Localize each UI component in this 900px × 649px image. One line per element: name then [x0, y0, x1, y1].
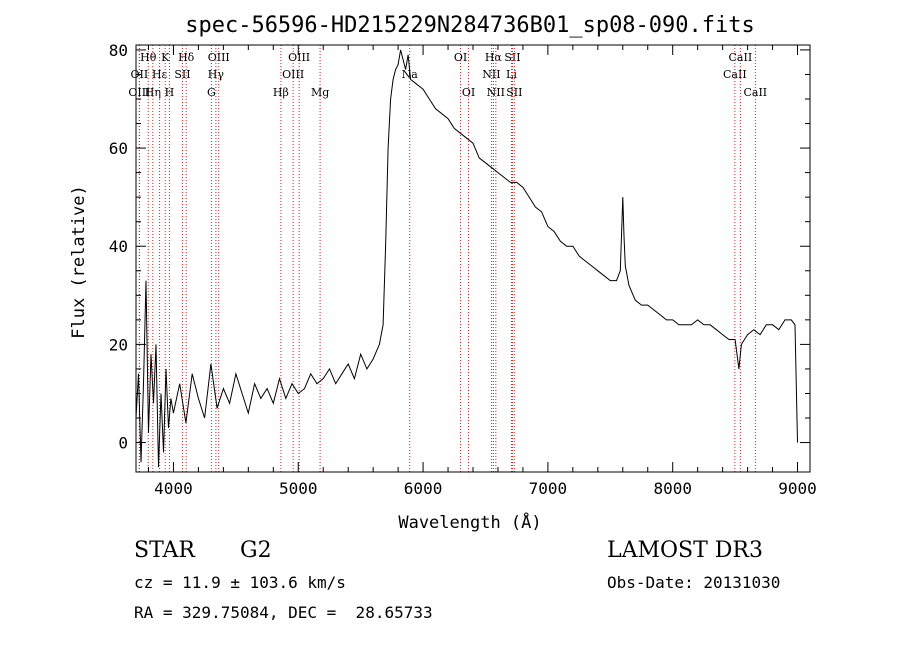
line-label: CaII [729, 51, 753, 64]
line-label: Hγ [208, 68, 225, 81]
line-label: NII [482, 68, 500, 81]
line-label: OIII [288, 51, 310, 64]
line-label: OI [454, 51, 467, 64]
y-axis-label: Flux (relative) [69, 185, 89, 339]
line-label: NII [487, 86, 505, 99]
line-label: OI [462, 86, 475, 99]
x-axis-label: Wavelength (Å) [398, 511, 541, 533]
line-label: Hδ [178, 51, 195, 64]
line-label: Li [506, 68, 517, 81]
plot-frame [135, 44, 811, 473]
y-tick-label: 60 [109, 139, 128, 158]
line-label: OIII [128, 86, 150, 99]
line-label: CaII [743, 86, 767, 99]
line-label: H [165, 86, 175, 99]
x-tick-label: 5000 [279, 479, 318, 498]
x-tick-label: 9000 [778, 479, 817, 498]
line-label: Hβ [273, 86, 289, 99]
observation-date: Obs-Date: 20131030 [607, 573, 781, 592]
x-tick-label: 6000 [404, 479, 443, 498]
line-label: Hα [485, 51, 503, 64]
spectrum-line [135, 49, 798, 468]
survey-name: LAMOST DR3 [607, 538, 763, 563]
y-tick-label: 80 [109, 41, 128, 60]
line-label: SII [506, 86, 522, 99]
object-class: STAR [134, 538, 195, 563]
line-label: K [161, 51, 170, 64]
line-label: Mg [311, 86, 329, 99]
line-label: Hθ [140, 51, 157, 64]
line-label: CaII [723, 68, 747, 81]
chart-title: spec-56596-HD215229N284736B01_sp08-090.f… [185, 13, 755, 38]
line-label: Hη [145, 86, 161, 99]
line-label: SII [504, 51, 520, 64]
axis-ticks: 4000 5000 6000 7000 8000 9000 0 20 40 60 80 [109, 41, 817, 498]
line-label: SII [174, 68, 190, 81]
x-tick-label: 8000 [653, 479, 692, 498]
line-label: Hε [152, 68, 168, 81]
line-markers: HθOIIOIIIHηHεKHSIIHδOIIIHγGHβOIIIOIIIMgN… [128, 45, 767, 472]
line-label: OIII [208, 51, 230, 64]
coordinates: RA = 329.75084, DEC = 28.65733 [134, 603, 433, 622]
line-label: G [207, 86, 216, 99]
line-label: OIII [282, 68, 304, 81]
redshift-value: cz = 11.9 ± 103.6 km/s [134, 573, 346, 592]
y-tick-label: 20 [109, 335, 128, 354]
y-tick-label: 40 [109, 237, 128, 256]
x-tick-label: 4000 [154, 479, 193, 498]
y-tick-label: 0 [118, 434, 128, 453]
object-subclass: G2 [240, 538, 272, 563]
x-tick-label: 7000 [529, 479, 568, 498]
